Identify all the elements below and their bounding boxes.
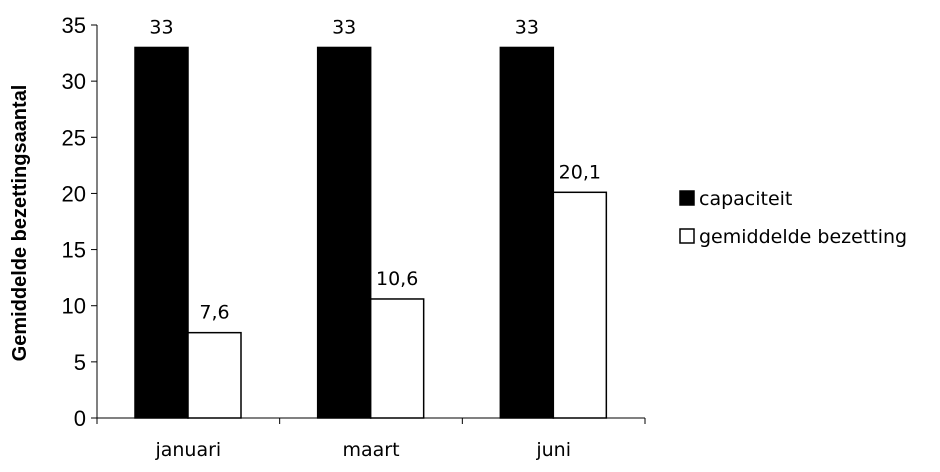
- plot-area: 33 7,6 33 10,6 33 20,1: [134, 16, 608, 419]
- y-tick-label: 5: [74, 350, 86, 375]
- data-label: 33: [332, 16, 356, 38]
- legend: capaciteit gemiddelde bezetting: [679, 188, 907, 248]
- data-label: 20,1: [559, 161, 601, 183]
- bar-gemiddelde-bezetting: [552, 191, 608, 419]
- bar-capaciteit: [499, 46, 555, 419]
- y-tick-label: 20: [62, 181, 86, 206]
- legend-label: capaciteit: [699, 188, 792, 210]
- y-axis: 0 5 10 15 20 25 30 35: [62, 13, 98, 431]
- x-axis: januari maart juni: [96, 417, 646, 461]
- y-tick-label: 10: [62, 294, 86, 319]
- data-label: 10,6: [376, 268, 418, 290]
- x-tick-label: maart: [342, 439, 399, 461]
- legend-label: gemiddelde bezetting: [699, 226, 907, 248]
- data-label: 33: [149, 16, 173, 38]
- y-tick-label: 0: [74, 406, 86, 431]
- x-tick-label: juni: [535, 439, 571, 461]
- bar-capaciteit: [134, 46, 189, 419]
- y-tick-label: 15: [62, 238, 86, 263]
- bar-capaciteit: [316, 46, 372, 419]
- bar-gemiddelde-bezetting: [187, 331, 242, 419]
- data-label: 33: [515, 16, 539, 38]
- bar-gemiddelde-bezetting: [369, 298, 425, 419]
- legend-swatch: [679, 228, 695, 244]
- x-tick-label: januari: [154, 439, 221, 461]
- legend-swatch: [679, 190, 695, 206]
- y-tick-label: 25: [62, 125, 86, 150]
- data-label: 7,6: [199, 302, 229, 324]
- y-axis-title: Gemiddelde bezettingsaantal: [9, 85, 31, 362]
- y-tick-label: 30: [62, 69, 86, 94]
- y-tick-label: 35: [62, 13, 86, 38]
